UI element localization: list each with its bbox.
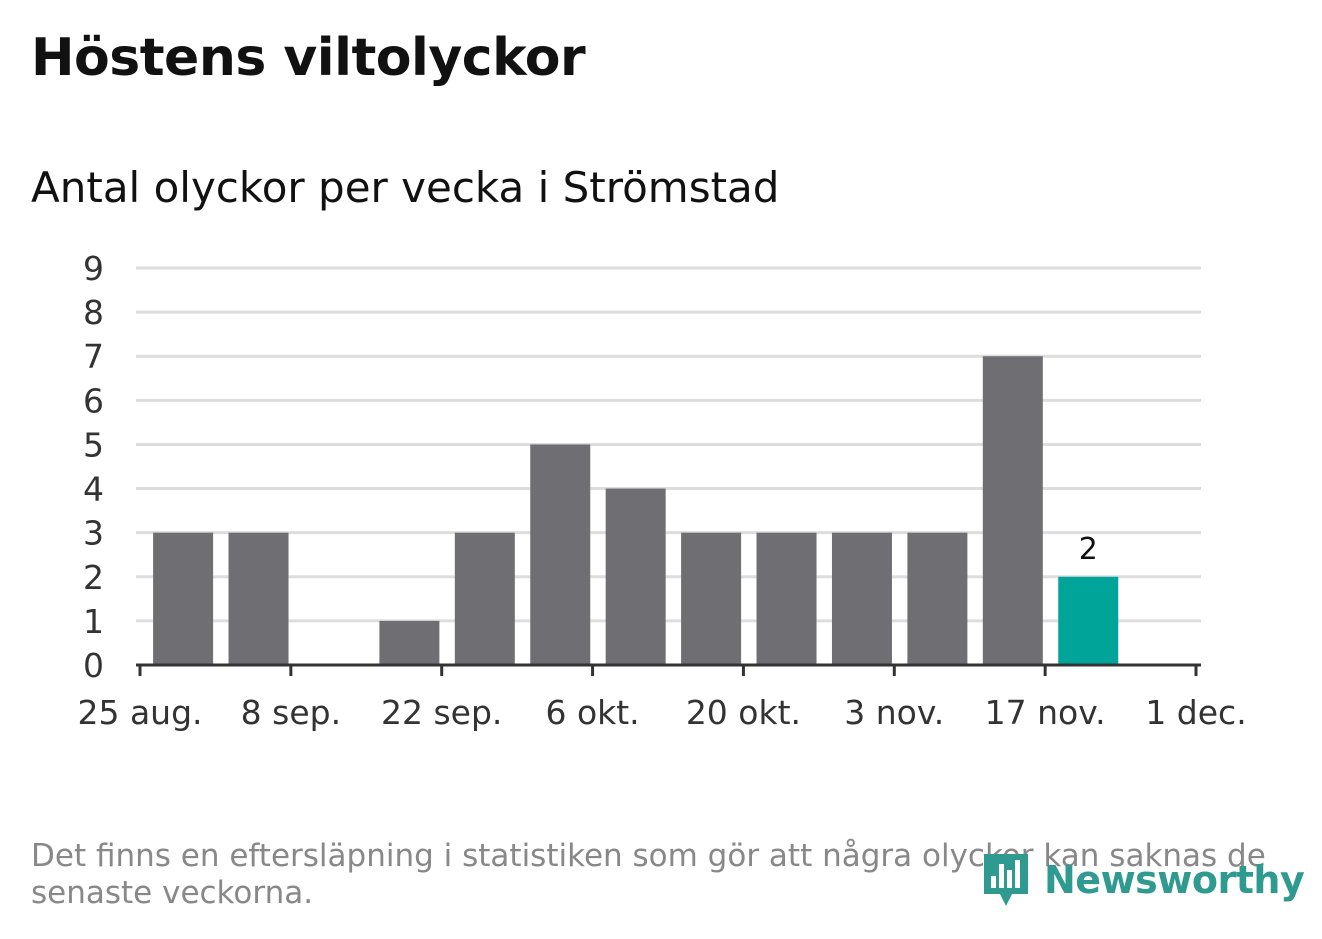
y-tick-label: 2 bbox=[83, 558, 104, 597]
bar bbox=[681, 532, 742, 665]
axes bbox=[136, 663, 1201, 676]
bar bbox=[1058, 576, 1119, 665]
x-tick-label: 6 okt. bbox=[545, 693, 639, 732]
bar bbox=[907, 532, 968, 665]
bar bbox=[605, 488, 666, 665]
y-tick-label: 4 bbox=[83, 470, 104, 509]
data-label: 2 bbox=[1079, 532, 1098, 567]
bar-chart-badge-icon bbox=[984, 854, 1028, 906]
x-tick-label: 1 dec. bbox=[1145, 693, 1246, 732]
chart-subtitle: Antal olyckor per vecka i Strömstad bbox=[31, 163, 780, 212]
x-tick-label: 25 aug. bbox=[77, 693, 202, 732]
bar bbox=[756, 532, 817, 665]
bar bbox=[153, 532, 214, 665]
y-tick-label: 9 bbox=[83, 249, 104, 288]
bars bbox=[153, 356, 1119, 665]
y-tick-label: 1 bbox=[83, 602, 104, 641]
labels: 0 1 2 3 4 5 6 7 8 9 2 25 aug. 8 sep. 22 sep. 6 okt. 20 … bbox=[77, 249, 1246, 732]
y-tick-label: 7 bbox=[83, 337, 104, 376]
x-tick-label: 20 okt. bbox=[686, 693, 801, 732]
y-tick-label: 8 bbox=[83, 293, 104, 332]
x-tick-label: 22 sep. bbox=[381, 693, 502, 732]
bar bbox=[454, 532, 515, 665]
footnote: Det finns en eftersläpning i statistiken… bbox=[31, 838, 1266, 911]
bar bbox=[982, 356, 1043, 665]
bar bbox=[379, 620, 440, 665]
y-tick-label: 6 bbox=[83, 381, 104, 420]
bar bbox=[530, 444, 591, 665]
x-tick-label: 8 sep. bbox=[241, 693, 341, 732]
x-tick-label: 17 nov. bbox=[985, 693, 1106, 732]
y-tick-label: 0 bbox=[83, 646, 104, 685]
chart-title: Höstens viltolyckor bbox=[31, 28, 586, 88]
bar bbox=[228, 532, 289, 665]
brand-name: Newsworthy bbox=[1044, 858, 1305, 902]
y-tick-label: 5 bbox=[83, 425, 104, 464]
y-tick-label: 3 bbox=[83, 514, 104, 553]
newsworthy-logo: Newsworthy bbox=[980, 848, 1305, 912]
bar bbox=[831, 532, 892, 665]
x-tick-label: 3 nov. bbox=[844, 693, 944, 732]
